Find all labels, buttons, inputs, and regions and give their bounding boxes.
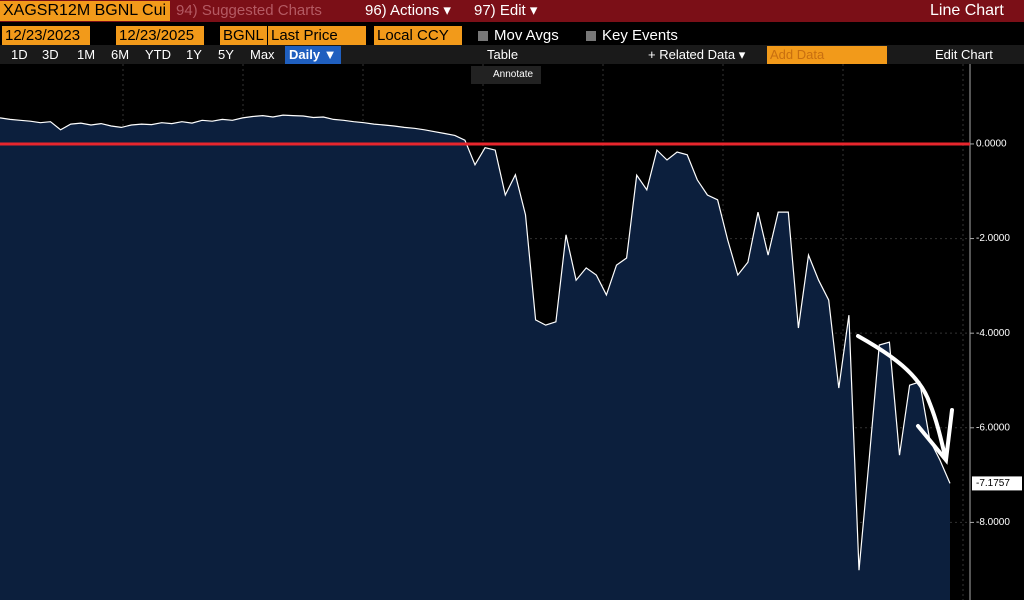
period-button[interactable]: 1Y: [186, 47, 202, 62]
title-bar: [0, 0, 1024, 22]
period-button[interactable]: 1M: [77, 47, 96, 62]
add-data[interactable]: Add Data: [767, 46, 887, 64]
field-select[interactable]: Last Price: [268, 26, 366, 46]
suggested-button[interactable]: 94) Suggested Charts: [176, 2, 322, 19]
y-tick-label: 0.0000: [976, 139, 1007, 150]
y-tick-label: -6.0000: [976, 422, 1010, 433]
period-button[interactable]: 6M: [111, 47, 130, 62]
period-button[interactable]: 5Y: [218, 47, 234, 62]
table-button[interactable]: Table: [487, 47, 519, 62]
edit-chart[interactable]: Edit Chart: [935, 47, 993, 62]
currency-select[interactable]: Local CCY: [374, 26, 462, 46]
checkbox[interactable]: [586, 31, 596, 41]
hand-arrow: [856, 334, 954, 465]
frequency[interactable]: Daily ▼: [285, 46, 341, 64]
chart: 0.0000 -2.0000 -4.0000 -6.0000 -8.0000 -7.175…: [0, 64, 1022, 600]
area: [0, 115, 950, 600]
related-data[interactable]: + Related Data ▾: [648, 47, 746, 62]
annotate[interactable]: Annotate: [471, 66, 541, 84]
period-button[interactable]: 3D: [42, 47, 59, 62]
last-value-box: [972, 476, 1022, 491]
y-tick-label: -4.0000: [976, 328, 1010, 339]
view-label: Line Chart: [930, 2, 1004, 19]
source-field[interactable]: BGNL: [220, 26, 267, 46]
checkbox[interactable]: [478, 31, 488, 41]
line: [0, 114, 951, 571]
period-button[interactable]: Max: [250, 47, 275, 62]
actions-button[interactable]: 96) Actions ▾: [365, 2, 451, 19]
period-button[interactable]: 1D: [11, 47, 28, 62]
security-field[interactable]: XAGSR12M BGNL Cui: [0, 1, 170, 21]
mov-avgs[interactable]: Mov Avgs: [494, 27, 559, 44]
period-button[interactable]: YTD: [145, 47, 171, 62]
y-tick-label: -2.0000: [976, 233, 1010, 244]
key-events[interactable]: Key Events: [602, 27, 678, 44]
edit-button[interactable]: 97) Edit ▾: [474, 2, 538, 19]
end-date[interactable]: 12/23/2025: [116, 26, 204, 46]
last-value-label: -7.1757: [976, 478, 1010, 489]
y-tick-label: -8.0000: [976, 517, 1010, 528]
start-date[interactable]: 12/23/2023: [2, 26, 90, 46]
